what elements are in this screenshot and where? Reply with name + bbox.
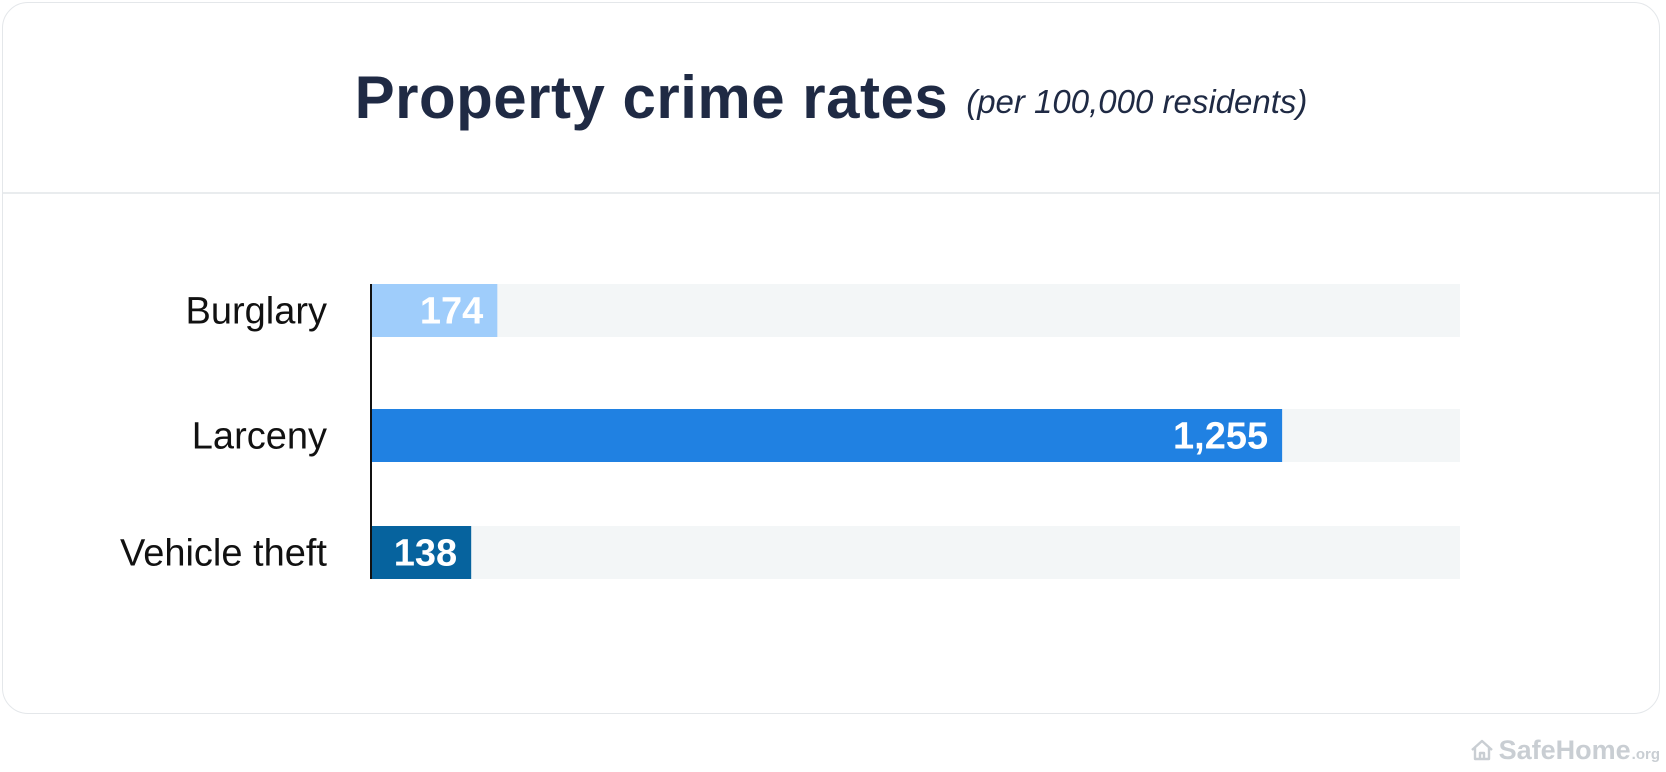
category-label: Vehicle theft xyxy=(120,533,327,575)
brand-tld: .org xyxy=(1631,746,1660,763)
bar-burglary xyxy=(371,284,498,337)
value-label: 138 xyxy=(394,533,457,575)
bar-track xyxy=(371,284,1460,337)
brand-watermark: SafeHome .org xyxy=(1469,733,1660,766)
category-label: Burglary xyxy=(186,291,328,333)
chart-card: Property crime rates (per 100,000 reside… xyxy=(2,2,1660,714)
value-label: 1,255 xyxy=(1173,416,1268,458)
house-icon xyxy=(1470,739,1493,761)
category-label: Larceny xyxy=(192,416,327,458)
chart-header: Property crime rates (per 100,000 reside… xyxy=(3,3,1659,194)
chart-subtitle: (per 100,000 residents) xyxy=(966,82,1308,120)
bar-track xyxy=(371,526,1460,579)
bar-larceny xyxy=(371,409,1283,462)
value-label: 174 xyxy=(420,291,483,333)
chart-title: Property crime rates xyxy=(354,64,949,131)
brand-name: SafeHome xyxy=(1498,735,1631,765)
bar-vehicle-theft xyxy=(371,526,472,579)
